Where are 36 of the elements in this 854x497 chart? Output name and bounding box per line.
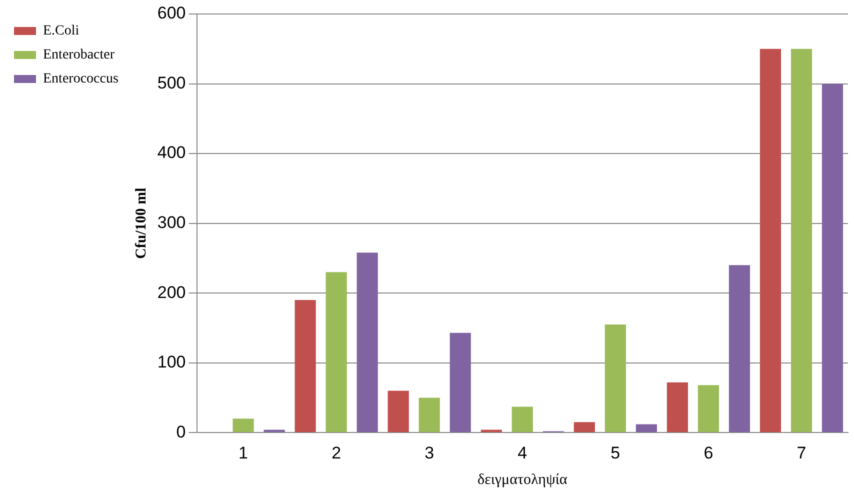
x-tick-label: 7 — [796, 443, 806, 462]
bar — [294, 300, 316, 432]
bar — [666, 382, 688, 432]
x-tick-label: 1 — [238, 443, 248, 462]
y-tick-label: 400 — [157, 143, 186, 162]
bar — [388, 390, 409, 432]
bar — [326, 272, 347, 432]
bar — [604, 324, 626, 432]
bar — [450, 332, 471, 432]
x-tick-label: 3 — [424, 443, 434, 462]
x-tick-label: 5 — [610, 443, 620, 462]
y-tick-label: 100 — [157, 352, 186, 372]
y-tick-label: 500 — [157, 73, 186, 92]
y-tick-label: 200 — [157, 282, 186, 302]
bar — [356, 252, 378, 432]
bar — [790, 48, 812, 432]
bar — [822, 84, 844, 432]
legend-label: E.Coli — [43, 24, 80, 39]
x-tick-label: 4 — [518, 443, 528, 462]
y-tick-label: 300 — [157, 212, 186, 232]
legend-label: Enterococcus — [43, 72, 118, 87]
y-tick-label: 600 — [157, 4, 186, 23]
bar — [574, 422, 595, 432]
bar — [232, 418, 254, 432]
legend-label: Enterobacter — [43, 48, 115, 63]
y-axis-title: Cfu/100 ml — [133, 188, 150, 259]
bar — [698, 385, 719, 432]
bar — [636, 424, 657, 432]
x-tick-label: 6 — [704, 443, 714, 462]
x-axis-title: δειγματοληψία — [478, 472, 568, 488]
bar — [760, 48, 782, 432]
y-tick-label: 0 — [176, 422, 186, 442]
bar — [728, 265, 750, 432]
bar — [512, 406, 533, 432]
bar — [418, 398, 440, 432]
x-tick-label: 2 — [332, 443, 342, 462]
